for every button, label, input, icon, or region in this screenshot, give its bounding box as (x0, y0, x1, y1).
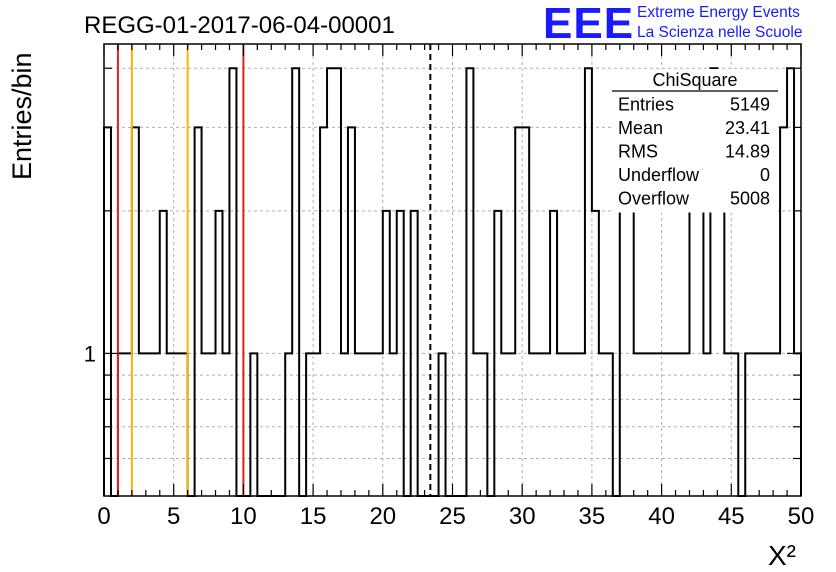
x-tick-label: 15 (300, 503, 327, 530)
x-tick-label: 0 (97, 503, 110, 530)
stats-label: RMS (618, 142, 658, 162)
tick-labels: 0 5 10 15 20 25 30 35 40 45 50 1 (84, 341, 815, 530)
stats-label: Mean (618, 118, 663, 138)
x-tick-label: 25 (439, 503, 466, 530)
grid-lines (104, 44, 801, 496)
eee-logo: EEE (543, 0, 635, 48)
reference-lines (116, 44, 432, 496)
x-axis-label: X² (768, 540, 796, 571)
x-tick-label: 20 (369, 503, 396, 530)
stats-title: ChiSquare (652, 70, 737, 90)
stats-label: Entries (618, 95, 674, 115)
y-axis-label: Entries/bin (7, 52, 37, 180)
x-tick-label: 5 (167, 503, 180, 530)
x-tick-label: 40 (648, 503, 675, 530)
stats-value: 5149 (730, 95, 770, 115)
logo-line-1: Extreme Energy Events (637, 4, 800, 21)
axes (103, 43, 802, 497)
stats-value: 5008 (730, 189, 770, 209)
x-tick-label: 45 (718, 503, 745, 530)
stats-box: ChiSquare Entries 5149 Mean 23.41 RMS 14.89 Und… (612, 69, 778, 213)
stats-label: Underflow (618, 165, 700, 185)
x-tick-label: 30 (509, 503, 536, 530)
y-tick-label: 1 (84, 341, 96, 366)
stats-value: 23.41 (725, 118, 770, 138)
x-tick-label: 10 (230, 503, 257, 530)
stats-box-bg (612, 69, 778, 213)
x-tick-label: 35 (579, 503, 606, 530)
stats-value: 14.89 (725, 142, 770, 162)
x-tick-label: 50 (788, 503, 815, 530)
stats-value: 0 (760, 165, 770, 185)
chart-title: REGG-01-2017-06-04-00001 (84, 12, 395, 39)
logo-line-2: La Scienza nelle Scuole (637, 24, 803, 41)
stats-label: Overflow (618, 189, 690, 209)
